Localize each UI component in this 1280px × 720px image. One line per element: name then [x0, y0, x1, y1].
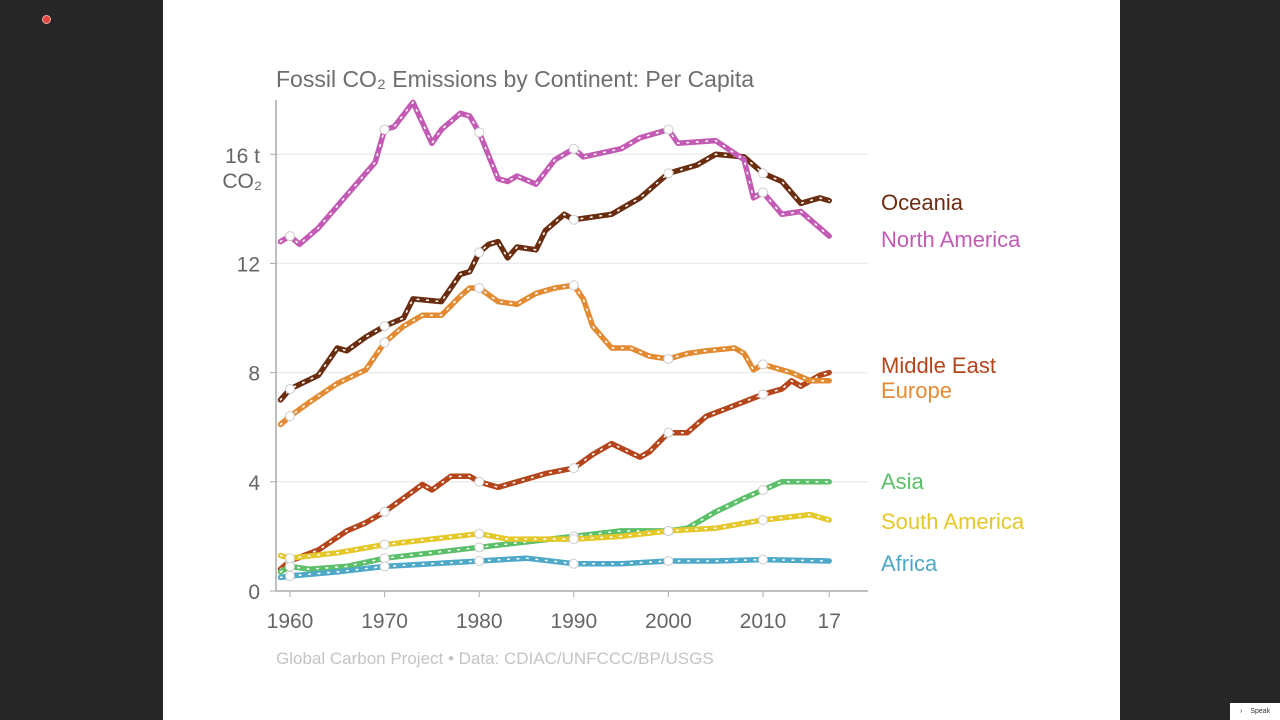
chevron-right-icon: › [1240, 708, 1243, 715]
decade-marker [285, 553, 295, 564]
decade-marker [474, 476, 485, 487]
decade-marker [568, 143, 579, 154]
decade-marker [379, 337, 390, 348]
decade-marker [663, 124, 674, 135]
decade-marker [379, 506, 390, 517]
x-tick-label: 1990 [550, 610, 597, 633]
decade-marker [474, 528, 485, 539]
decade-marker [474, 247, 485, 258]
series-label-middle-east: Middle East [881, 353, 996, 378]
y-tick-label: 8 [248, 363, 260, 386]
series-dots-oceania [279, 153, 831, 401]
series-dots-north-america [279, 100, 831, 246]
decade-marker [568, 558, 579, 569]
decade-marker [285, 570, 295, 581]
y-axis-label-unit: CO₂ [222, 170, 262, 193]
series-line-europe [277, 282, 832, 428]
x-tick-label: 1970 [361, 610, 408, 633]
decade-marker [568, 280, 579, 291]
chart-title: Fossil CO₂ Emissions by Continent: Per C… [276, 66, 754, 92]
recording-indicator [42, 15, 51, 24]
decade-marker [758, 389, 768, 400]
decade-marker [758, 554, 768, 565]
decade-marker [285, 383, 295, 394]
decade-marker [663, 353, 674, 364]
y-tick-label: 0 [248, 581, 260, 604]
series-line-south-america [277, 511, 832, 561]
decade-marker [379, 553, 390, 564]
decade-marker [663, 555, 674, 566]
decade-marker [379, 539, 390, 550]
series-dots-europe [279, 284, 831, 426]
series-dots-africa [279, 557, 831, 579]
series-label-north-america: North America [881, 227, 1021, 252]
decade-marker [758, 187, 768, 198]
decade-marker [663, 525, 674, 536]
decade-marker [379, 124, 390, 135]
decade-marker [474, 282, 485, 293]
decade-marker [663, 168, 674, 179]
series-label-oceania: Oceania [881, 190, 964, 215]
decade-marker [285, 561, 295, 572]
decade-marker [663, 427, 674, 438]
x-tick-label: 17 [818, 610, 841, 633]
x-tick-label: 2000 [645, 610, 692, 633]
decade-marker [758, 168, 768, 179]
x-tick-label: 1960 [267, 610, 314, 633]
x-tick-label: 2010 [740, 610, 787, 633]
x-tick-label: 1980 [456, 610, 503, 633]
series-label-africa: Africa [881, 551, 938, 576]
decade-marker [379, 321, 390, 332]
speaker-view-tab[interactable]: › Speak [1230, 703, 1280, 720]
y-tick-label: 4 [248, 472, 260, 495]
series-label-south-america: South America [881, 509, 1025, 534]
decade-marker [474, 542, 485, 553]
decade-marker [758, 515, 768, 526]
decade-marker [474, 127, 485, 138]
presentation-slide [163, 0, 1120, 720]
speaker-tab-label: Speak [1250, 708, 1271, 715]
decade-marker [758, 359, 768, 370]
decade-marker [474, 555, 485, 566]
decade-marker [568, 463, 579, 474]
decade-marker [379, 561, 390, 572]
decade-marker [285, 411, 295, 422]
series-label-europe: Europe [881, 378, 952, 403]
decade-marker [285, 231, 295, 242]
decade-marker [758, 484, 768, 495]
chart-footer: Global Carbon Project • Data: CDIAC/UNFC… [276, 649, 714, 668]
y-tick-label: 12 [237, 253, 260, 276]
y-axis-label-value: 16 t [225, 145, 260, 168]
series-label-asia: Asia [881, 469, 925, 494]
decade-marker [568, 214, 579, 225]
decade-marker [568, 534, 579, 545]
